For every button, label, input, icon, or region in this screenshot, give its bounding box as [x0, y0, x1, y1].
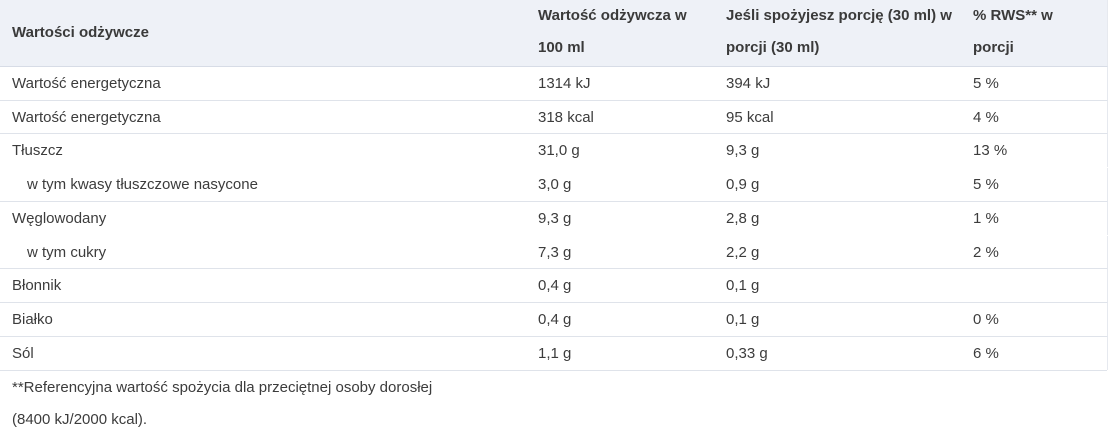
table-row: Białko 0,4 g 0,1 g 0 % [0, 301, 1108, 336]
table-cell: 1 % [973, 209, 999, 227]
table-header: Wartości odżywcze Wartość odżywcza w 100… [0, 0, 1108, 67]
table-cell: 0,9 g [726, 176, 760, 194]
table-cell: 0,1 g [726, 310, 760, 328]
table-cell: Sól [12, 344, 34, 362]
header-cell: Wartość odżywcza w 100 ml [538, 7, 687, 56]
table-cell: 0,1 g [726, 277, 760, 295]
table-cell: Wartość energetyczna [12, 108, 161, 126]
table-row: w tym cukry 7,3 g 2,2 g 2 % [0, 235, 1108, 269]
table-cell: 31,0 g [538, 142, 580, 160]
table-cell: 2,8 g [726, 209, 760, 227]
table-cell: 5 % [973, 75, 999, 92]
table-cell: w tym cukry [27, 243, 107, 261]
table-row: Wartość energetyczna 318 kcal 95 kcal 4 % [0, 99, 1108, 134]
table-cell: 3,0 g [538, 176, 572, 194]
table-row: Wartość energetyczna 1314 kJ 394 kJ 5 % [0, 67, 1108, 100]
table-cell: 9,3 g [538, 209, 572, 227]
table-cell: 2 % [973, 243, 999, 261]
table-cell: 13 % [973, 142, 1008, 160]
table-cell: Tłuszcz [12, 142, 63, 160]
table-cell: 0,33 g [726, 344, 768, 362]
table-cell: w tym kwasy tłuszczowe nasycone [27, 176, 258, 194]
table-cell: Wartość energetyczna [12, 75, 161, 92]
table-cell: Węglowodany [12, 209, 107, 227]
table-cell: 0,4 g [538, 277, 572, 295]
table-cell: Białko [12, 310, 53, 328]
table-cell: 394 kJ [726, 75, 771, 92]
table-cell: 318 kcal [538, 108, 594, 126]
table-cell: 0 % [973, 310, 999, 328]
header-cell: Wartości odżywcze [12, 24, 149, 41]
table-cell: 0,4 g [538, 310, 572, 328]
table-cell: 4 % [973, 108, 999, 126]
table-row: Sól 1,1 g 0,33 g 6 % [0, 335, 1108, 370]
footnote-line: **Referencyjna wartość spożycia dla prze… [12, 379, 433, 396]
table-cell: 1,1 g [538, 344, 572, 362]
row-divider [0, 370, 1107, 371]
table-cell: 5 % [973, 176, 999, 194]
header-cell: Jeśli spożyjesz porcję (30 ml) w porcji … [726, 7, 952, 56]
table-row: Tłuszcz 31,0 g 9,3 g 13 % [0, 133, 1108, 168]
table-cell: 1314 kJ [538, 75, 591, 92]
table-row: Błonnik 0,4 g 0,1 g [0, 268, 1108, 303]
footnote-line: (8400 kJ/2000 kcal). [12, 411, 148, 428]
table-row: Węglowodany 9,3 g 2,8 g 1 % [0, 200, 1108, 235]
table-cell: Błonnik [12, 277, 62, 295]
table-cell: 7,3 g [538, 243, 572, 261]
footnote: **Referencyjna wartość spożycia dla prze… [12, 372, 432, 436]
table-row: w tym kwasy tłuszczowe nasycone 3,0 g 0,9 … [0, 168, 1108, 202]
table-cell: 95 kcal [726, 108, 774, 126]
table-cell: 2,2 g [726, 243, 760, 261]
table-cell: 9,3 g [726, 142, 760, 160]
table-cell: 6 % [973, 344, 999, 362]
header-cell: % RWS** w porcji [973, 7, 1053, 56]
